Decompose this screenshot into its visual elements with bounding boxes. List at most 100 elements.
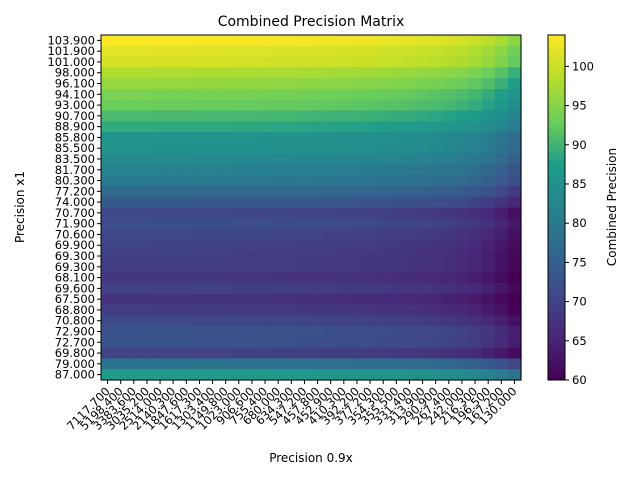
heatmap-cell <box>219 347 233 360</box>
heatmap-cell <box>284 336 299 349</box>
heatmap-cell <box>350 35 365 47</box>
heatmap-cell <box>455 293 470 306</box>
y-tick-label: 81.700 <box>55 163 95 177</box>
heatmap-cell <box>455 67 470 79</box>
heatmap-cell <box>127 88 141 101</box>
heatmap-cell <box>258 315 273 327</box>
heatmap-cell <box>245 164 260 176</box>
heatmap-cell <box>153 358 168 370</box>
heatmap-cell <box>258 56 273 68</box>
heatmap-cell <box>494 132 509 144</box>
heatmap-cell <box>402 261 417 273</box>
heatmap-cell <box>494 293 509 306</box>
y-tick-label: 85.800 <box>55 130 95 144</box>
heatmap-cell <box>494 121 509 133</box>
heatmap-cell <box>219 175 233 187</box>
heatmap-cell <box>311 99 325 112</box>
heatmap-cell <box>153 142 168 155</box>
heatmap-cell <box>245 358 260 370</box>
heatmap-cell <box>140 315 155 327</box>
heatmap-cell <box>389 175 404 187</box>
heatmap-cell <box>481 315 496 327</box>
heatmap-cell <box>271 326 286 338</box>
heatmap-cell <box>363 67 378 79</box>
heatmap-cell <box>245 78 260 90</box>
heatmap-cell <box>494 336 509 349</box>
heatmap-cell <box>416 315 430 327</box>
heatmap-cell <box>494 229 509 241</box>
heatmap-cell <box>153 218 168 230</box>
heatmap-cell <box>140 99 155 112</box>
heatmap-cell <box>350 207 365 219</box>
heatmap-cell <box>376 99 391 112</box>
heatmap-cell <box>324 229 338 241</box>
heatmap-cell <box>363 218 378 230</box>
heatmap-cell <box>442 293 456 306</box>
heatmap-cell <box>376 250 391 263</box>
heatmap-cell <box>258 261 273 273</box>
heatmap-cell <box>416 358 430 370</box>
heatmap-cell <box>166 56 181 68</box>
heatmap-cell <box>127 250 141 263</box>
heatmap-cell <box>297 347 312 360</box>
heatmap-cell <box>101 175 115 187</box>
heatmap-cell <box>297 207 312 219</box>
heatmap-cell <box>442 78 456 90</box>
heatmap-cell <box>468 78 483 90</box>
heatmap-cell <box>337 347 351 360</box>
heatmap-cell <box>271 121 286 133</box>
heatmap-cell <box>494 315 509 327</box>
heatmap-cell <box>455 347 470 360</box>
heatmap-cell <box>402 229 417 241</box>
heatmap-cell <box>468 239 483 252</box>
heatmap-cell <box>494 78 509 90</box>
heatmap-cell <box>232 35 246 47</box>
heatmap-cell <box>166 293 181 306</box>
heatmap-cell <box>311 282 325 295</box>
heatmap-cell <box>507 282 522 295</box>
heatmap-cell <box>153 35 168 47</box>
heatmap-cell <box>468 369 483 381</box>
heatmap-cell <box>376 326 391 338</box>
heatmap-cell <box>494 45 509 58</box>
heatmap-cell <box>468 132 483 144</box>
heatmap-cell <box>337 304 351 316</box>
heatmap-cell <box>127 315 141 327</box>
y-tick-label: 90.700 <box>55 109 95 123</box>
heatmap-cell <box>140 196 155 209</box>
heatmap-cell <box>245 35 260 47</box>
heatmap-cell <box>507 56 522 68</box>
heatmap-cell <box>389 67 404 79</box>
heatmap-cell <box>284 196 299 209</box>
heatmap-cell <box>284 45 299 58</box>
heatmap-cell <box>153 99 168 112</box>
heatmap-cell <box>192 185 207 198</box>
heatmap-cell <box>442 35 456 47</box>
heatmap-cell <box>192 304 207 316</box>
y-tick-label: 93.000 <box>55 98 95 112</box>
heatmap-cell <box>416 347 430 360</box>
heatmap-cell <box>324 326 338 338</box>
heatmap-cell <box>232 369 246 381</box>
heatmap-cell <box>166 229 181 241</box>
heatmap-cell <box>179 207 194 219</box>
heatmap-cell <box>192 88 207 101</box>
heatmap-cell <box>232 67 246 79</box>
heatmap-cell <box>179 369 194 381</box>
heatmap-cell <box>311 239 325 252</box>
heatmap-cell <box>507 336 522 349</box>
heatmap-cell <box>468 196 483 209</box>
heatmap-cell <box>376 88 391 101</box>
heatmap-cell <box>429 153 443 165</box>
heatmap-cell <box>179 142 194 155</box>
heatmap-cell <box>481 153 496 165</box>
heatmap-cell <box>455 229 470 241</box>
heatmap-cell <box>101 142 115 155</box>
colorbar-axis: 60 65 70 75 80 85 90 95 100 <box>565 59 594 387</box>
heatmap-cell <box>232 121 246 133</box>
heatmap-cell <box>114 272 128 284</box>
heatmap-cell <box>179 293 194 306</box>
heatmap-cell <box>166 315 181 327</box>
heatmap-cell <box>179 78 194 90</box>
heatmap-cell <box>389 35 404 47</box>
